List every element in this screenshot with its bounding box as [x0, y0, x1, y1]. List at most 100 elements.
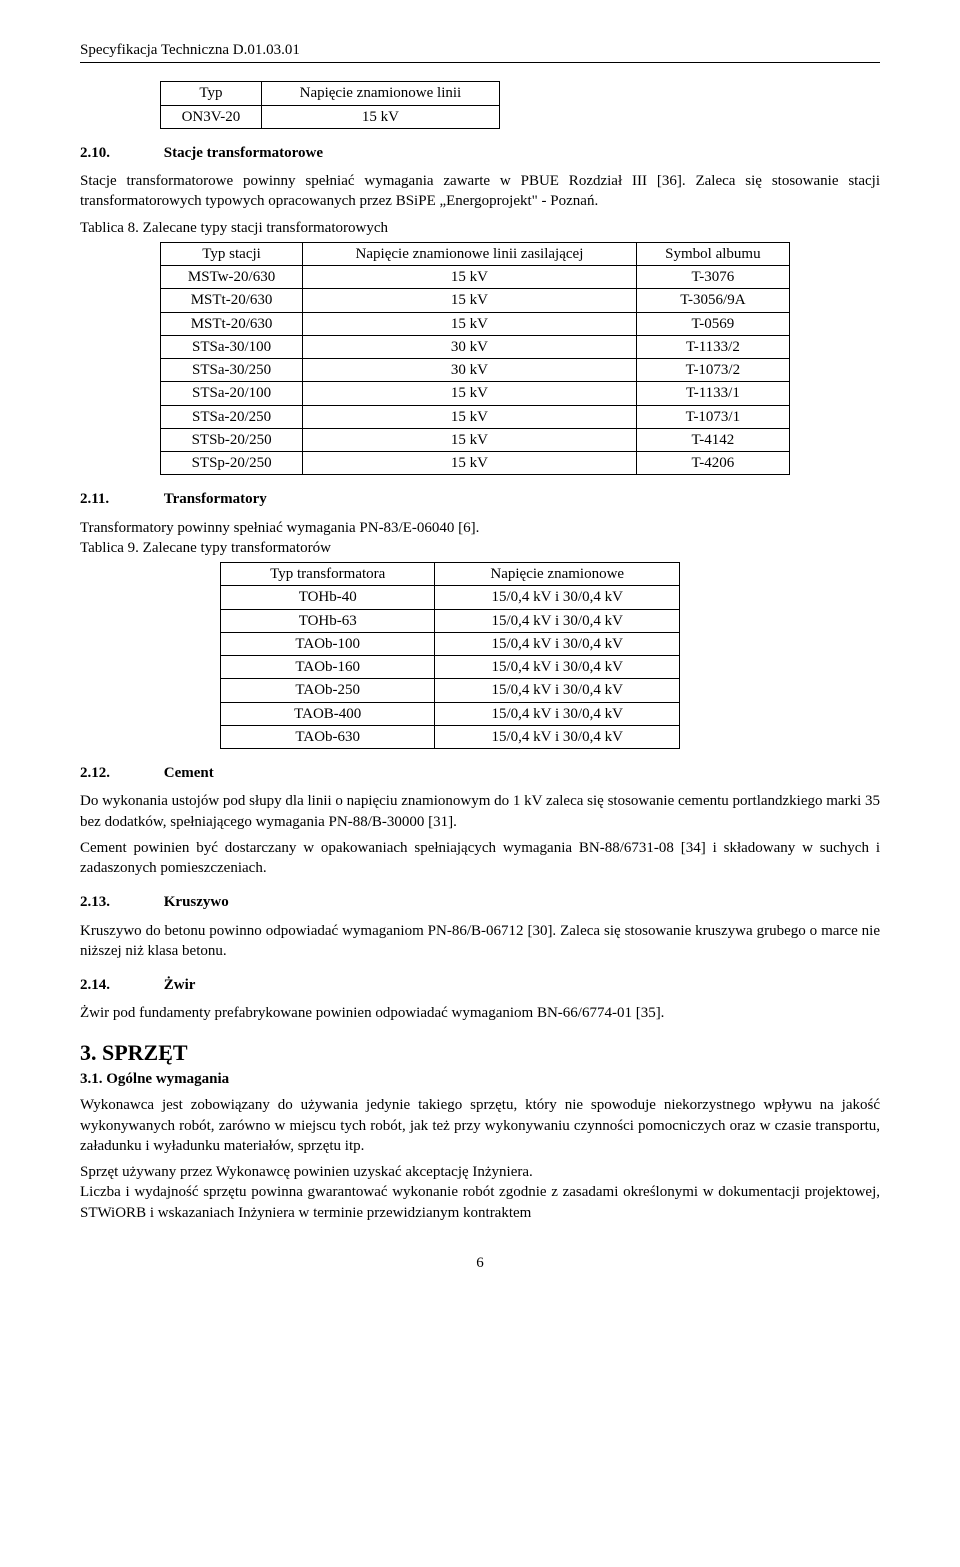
cell: T-0569 — [636, 312, 789, 335]
table-row: MSTt-20/63015 kVT-3056/9A — [161, 289, 790, 312]
cell: TAOb-100 — [221, 632, 435, 655]
cell: 15/0,4 kV i 30/0,4 kV — [435, 702, 680, 725]
table-row: TAOB-40015/0,4 kV i 30/0,4 kV — [221, 702, 680, 725]
section-num: 2.10. — [80, 143, 160, 163]
section-3-heading: 3. SPRZĘT — [80, 1038, 880, 1068]
table-row: TAOb-16015/0,4 kV i 30/0,4 kV — [221, 656, 680, 679]
paragraph: Cement powinien być dostarczany w opakow… — [80, 838, 880, 879]
paragraph: Sprzęt używany przez Wykonawcę powinien … — [80, 1162, 880, 1182]
cell: T-4142 — [636, 428, 789, 451]
table-typ-napiecie: Typ Napięcie znamionowe linii ON3V-20 15… — [160, 81, 500, 129]
cell: MSTt-20/630 — [161, 312, 303, 335]
paragraph: Kruszywo do betonu powinno odpowiadać wy… — [80, 921, 880, 962]
paragraph: Liczba i wydajność sprzętu powinna gwara… — [80, 1182, 880, 1223]
table9-caption: Tablica 9. Zalecane typy transformatorów — [80, 538, 880, 558]
table0-r0c1: 15 kV — [261, 105, 499, 128]
cell: 30 kV — [303, 359, 637, 382]
page-number: 6 — [80, 1253, 880, 1273]
table-row: STSp-20/25015 kVT-4206 — [161, 452, 790, 475]
cell: TAOb-160 — [221, 656, 435, 679]
table8-caption: Tablica 8. Zalecane typy stacji transfor… — [80, 218, 880, 238]
table-row: TAOb-63015/0,4 kV i 30/0,4 kV — [221, 725, 680, 748]
paragraph: Żwir pod fundamenty prefabrykowane powin… — [80, 1003, 880, 1023]
table9: Typ transformatora Napięcie znamionowe T… — [220, 562, 680, 749]
section-3-1-heading: 3.1. Ogólne wymagania — [80, 1069, 880, 1089]
table-row: TOHb-6315/0,4 kV i 30/0,4 kV — [221, 609, 680, 632]
table-row: STSb-20/25015 kVT-4142 — [161, 428, 790, 451]
table-row: TAOb-10015/0,4 kV i 30/0,4 kV — [221, 632, 680, 655]
section-num: 2.11. — [80, 489, 160, 509]
section-2-12: 2.12. Cement — [80, 763, 880, 783]
table-row: STSa-20/25015 kVT-1073/1 — [161, 405, 790, 428]
table-row: TAOb-25015/0,4 kV i 30/0,4 kV — [221, 679, 680, 702]
cell: TAOb-250 — [221, 679, 435, 702]
section-2-11: 2.11. Transformatory — [80, 489, 880, 509]
table-row: STSa-20/10015 kVT-1133/1 — [161, 382, 790, 405]
cell: T-1133/2 — [636, 335, 789, 358]
cell: STSa-30/100 — [161, 335, 303, 358]
section-num: 2.13. — [80, 892, 160, 912]
paragraph: Wykonawca jest zobowiązany do używania j… — [80, 1095, 880, 1156]
cell: STSa-30/250 — [161, 359, 303, 382]
table9-h1: Napięcie znamionowe — [435, 563, 680, 586]
section-title: Kruszywo — [164, 894, 229, 910]
paragraph: Transformatory powinny spełniać wymagani… — [80, 518, 880, 538]
paragraph: Do wykonania ustojów pod słupy dla linii… — [80, 791, 880, 832]
cell: STSb-20/250 — [161, 428, 303, 451]
paragraph: Stacje transformatorowe powinny spełniać… — [80, 171, 880, 212]
cell: STSa-20/250 — [161, 405, 303, 428]
cell: 15 kV — [303, 266, 637, 289]
cell: 15 kV — [303, 452, 637, 475]
cell: 15 kV — [303, 405, 637, 428]
table-row: STSa-30/10030 kVT-1133/2 — [161, 335, 790, 358]
cell: 15/0,4 kV i 30/0,4 kV — [435, 725, 680, 748]
cell: MSTw-20/630 — [161, 266, 303, 289]
table-row: TOHb-4015/0,4 kV i 30/0,4 kV — [221, 586, 680, 609]
cell: 15/0,4 kV i 30/0,4 kV — [435, 586, 680, 609]
table0-h1: Napięcie znamionowe linii — [261, 82, 499, 105]
table-row: MSTt-20/63015 kVT-0569 — [161, 312, 790, 335]
section-num: 2.12. — [80, 763, 160, 783]
cell: STSa-20/100 — [161, 382, 303, 405]
section-title: Transformatory — [164, 491, 267, 507]
cell: T-1073/2 — [636, 359, 789, 382]
cell: TOHb-40 — [221, 586, 435, 609]
cell: 15 kV — [303, 382, 637, 405]
table8-h1: Napięcie znamionowe linii zasilającej — [303, 242, 637, 265]
doc-header: Specyfikacja Techniczna D.01.03.01 — [80, 40, 880, 63]
table8: Typ stacji Napięcie znamionowe linii zas… — [160, 242, 790, 476]
table9-h0: Typ transformatora — [221, 563, 435, 586]
table-row: STSa-30/25030 kVT-1073/2 — [161, 359, 790, 382]
table-row: MSTw-20/63015 kVT-3076 — [161, 266, 790, 289]
cell: T-1133/1 — [636, 382, 789, 405]
cell: 15 kV — [303, 428, 637, 451]
section-title: Żwir — [164, 977, 196, 993]
cell: TAOb-630 — [221, 725, 435, 748]
cell: T-1073/1 — [636, 405, 789, 428]
cell: TOHb-63 — [221, 609, 435, 632]
section-title: Stacje transformatorowe — [164, 145, 323, 161]
section-2-14: 2.14. Żwir — [80, 975, 880, 995]
cell: T-3056/9A — [636, 289, 789, 312]
section-2-10: 2.10. Stacje transformatorowe — [80, 143, 880, 163]
table-row: ON3V-20 15 kV — [161, 105, 500, 128]
cell: 15 kV — [303, 289, 637, 312]
cell: 15 kV — [303, 312, 637, 335]
table0-h0: Typ — [161, 82, 262, 105]
section-title: Cement — [164, 765, 214, 781]
cell: 30 kV — [303, 335, 637, 358]
section-num: 2.14. — [80, 975, 160, 995]
cell: 15/0,4 kV i 30/0,4 kV — [435, 632, 680, 655]
cell: 15/0,4 kV i 30/0,4 kV — [435, 656, 680, 679]
cell: TAOB-400 — [221, 702, 435, 725]
cell: 15/0,4 kV i 30/0,4 kV — [435, 609, 680, 632]
table8-h0: Typ stacji — [161, 242, 303, 265]
cell: T-3076 — [636, 266, 789, 289]
table8-h2: Symbol albumu — [636, 242, 789, 265]
cell: T-4206 — [636, 452, 789, 475]
section-2-13: 2.13. Kruszywo — [80, 892, 880, 912]
cell: 15/0,4 kV i 30/0,4 kV — [435, 679, 680, 702]
cell: MSTt-20/630 — [161, 289, 303, 312]
table0-r0c0: ON3V-20 — [161, 105, 262, 128]
cell: STSp-20/250 — [161, 452, 303, 475]
